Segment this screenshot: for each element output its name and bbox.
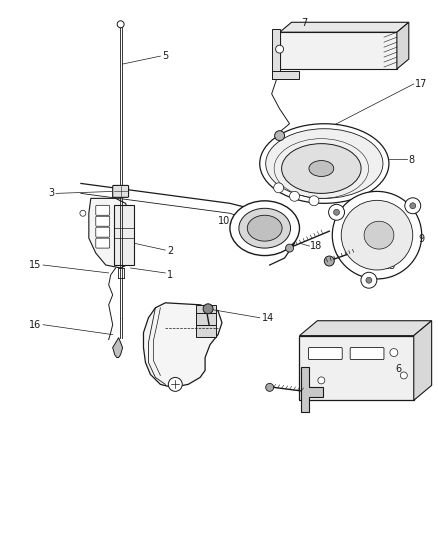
Circle shape — [80, 211, 86, 216]
Circle shape — [309, 196, 319, 206]
Polygon shape — [279, 32, 397, 69]
Text: 18: 18 — [311, 241, 323, 251]
Text: 8: 8 — [409, 155, 415, 165]
Text: 14: 14 — [262, 313, 274, 323]
Ellipse shape — [309, 160, 334, 176]
Circle shape — [117, 21, 124, 28]
Ellipse shape — [239, 208, 290, 248]
FancyBboxPatch shape — [196, 313, 216, 325]
Text: 10: 10 — [218, 216, 230, 226]
Ellipse shape — [364, 221, 394, 249]
Polygon shape — [113, 337, 123, 358]
Ellipse shape — [282, 144, 361, 193]
Text: 6: 6 — [396, 365, 402, 375]
Circle shape — [286, 244, 293, 252]
Polygon shape — [414, 321, 431, 400]
Text: 2: 2 — [167, 246, 173, 256]
FancyBboxPatch shape — [113, 185, 129, 197]
Text: 7: 7 — [301, 18, 307, 28]
Circle shape — [275, 131, 285, 141]
Circle shape — [366, 277, 372, 283]
FancyBboxPatch shape — [300, 336, 414, 400]
Circle shape — [361, 272, 377, 288]
FancyBboxPatch shape — [196, 325, 216, 337]
Circle shape — [400, 372, 407, 379]
Text: 9: 9 — [419, 234, 425, 244]
FancyBboxPatch shape — [272, 29, 279, 79]
Ellipse shape — [247, 215, 282, 241]
Ellipse shape — [230, 201, 300, 255]
Ellipse shape — [341, 200, 413, 270]
Circle shape — [276, 45, 283, 53]
Text: 5: 5 — [162, 51, 169, 61]
Polygon shape — [89, 198, 131, 268]
FancyBboxPatch shape — [350, 348, 384, 360]
Circle shape — [318, 377, 325, 384]
Circle shape — [168, 377, 182, 391]
Ellipse shape — [260, 124, 389, 203]
FancyBboxPatch shape — [96, 216, 110, 226]
FancyBboxPatch shape — [96, 227, 110, 237]
Circle shape — [324, 256, 334, 266]
Polygon shape — [397, 22, 409, 69]
Text: 1: 1 — [167, 270, 173, 280]
Text: 15: 15 — [29, 260, 41, 270]
Polygon shape — [301, 367, 323, 412]
Ellipse shape — [266, 129, 383, 198]
FancyBboxPatch shape — [272, 71, 300, 79]
FancyBboxPatch shape — [114, 205, 134, 265]
Circle shape — [266, 383, 274, 391]
Circle shape — [328, 204, 345, 220]
FancyBboxPatch shape — [96, 238, 110, 248]
Text: 16: 16 — [29, 320, 41, 330]
Circle shape — [390, 349, 398, 357]
Circle shape — [405, 198, 421, 214]
Polygon shape — [144, 303, 222, 387]
Circle shape — [410, 203, 416, 209]
Circle shape — [274, 183, 284, 193]
Polygon shape — [279, 22, 409, 32]
Circle shape — [290, 191, 300, 201]
Text: 17: 17 — [415, 79, 427, 89]
FancyBboxPatch shape — [308, 348, 342, 360]
Polygon shape — [300, 321, 431, 336]
Circle shape — [334, 209, 339, 215]
FancyBboxPatch shape — [96, 205, 110, 215]
Circle shape — [203, 304, 213, 314]
Text: 13: 13 — [384, 261, 396, 271]
FancyBboxPatch shape — [196, 305, 216, 313]
Text: 3: 3 — [48, 188, 54, 198]
Ellipse shape — [332, 191, 422, 279]
